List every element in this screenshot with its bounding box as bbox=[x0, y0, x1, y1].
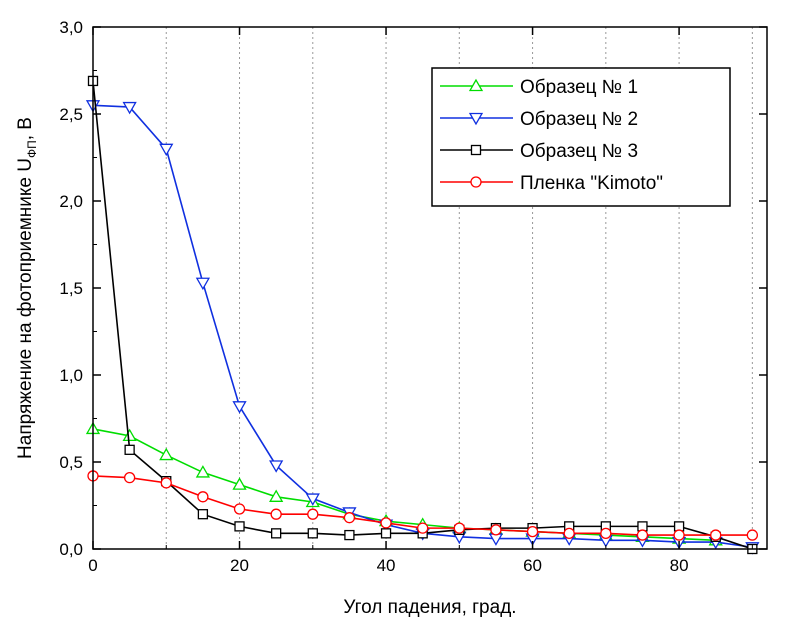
data-point bbox=[233, 503, 246, 515]
y-tick-label: 2,0 bbox=[59, 192, 83, 211]
legend-label: Образец № 2 bbox=[520, 109, 638, 130]
y-axis-title-subscript: ФП bbox=[25, 140, 39, 158]
legend-marker bbox=[468, 78, 484, 92]
data-point bbox=[122, 101, 137, 115]
data-point bbox=[124, 444, 135, 455]
legend-label: Образец № 3 bbox=[520, 141, 638, 162]
data-point bbox=[710, 529, 722, 541]
data-point bbox=[305, 493, 320, 506]
data-point bbox=[270, 508, 282, 520]
legend-marker bbox=[468, 112, 484, 126]
data-point bbox=[195, 465, 211, 478]
data-point bbox=[746, 529, 758, 541]
legend-item: Образец № 3 bbox=[440, 141, 638, 162]
data-point bbox=[159, 143, 174, 157]
data-point bbox=[232, 401, 247, 414]
data-point bbox=[197, 509, 209, 520]
data-point bbox=[307, 528, 318, 539]
x-tick-label: 60 bbox=[523, 556, 542, 575]
legend-marker bbox=[470, 176, 482, 188]
y-axis-title: Напряжение на фотоприемнике UФП, В bbox=[15, 117, 39, 459]
data-point bbox=[343, 512, 356, 524]
legend-label: Образец № 1 bbox=[520, 77, 638, 98]
y-tick-label: 0,0 bbox=[59, 540, 83, 559]
data-point bbox=[271, 528, 282, 539]
legend-item: Пленка "Kimoto" bbox=[440, 173, 663, 194]
legend-item: Образец № 1 bbox=[440, 77, 638, 98]
x-tick-label: 40 bbox=[377, 556, 396, 575]
y-axis-title-main: Напряжение на фотоприемнике U bbox=[15, 158, 36, 459]
y-tick-label: 1,5 bbox=[59, 279, 83, 298]
data-point bbox=[490, 524, 502, 536]
data-point bbox=[123, 472, 136, 484]
x-axis-title: Угол падения, град. bbox=[343, 597, 516, 618]
x-tick-label: 20 bbox=[230, 556, 249, 575]
y-tick-label: 2,5 bbox=[59, 105, 83, 124]
legend-item: Образец № 2 bbox=[440, 109, 638, 130]
data-point bbox=[234, 521, 245, 532]
data-point bbox=[673, 529, 685, 541]
data-point bbox=[307, 508, 319, 520]
data-point bbox=[600, 527, 612, 539]
data-point bbox=[636, 529, 649, 541]
y-tick-label: 3,0 bbox=[59, 18, 83, 37]
legend: Образец № 1 Образец № 2 Образец № 3 Пленка … bbox=[431, 67, 731, 207]
legend-label: Пленка "Kimoto" bbox=[520, 173, 663, 194]
axis-ticks: 0 20 40 60 80 0,0 0,5 1,0 1,5 2,0 2,5 3,0 bbox=[59, 18, 767, 575]
legend-marker bbox=[470, 144, 482, 156]
data-point bbox=[122, 428, 137, 442]
data-point bbox=[526, 525, 539, 538]
series-4 bbox=[87, 470, 758, 541]
data-point bbox=[195, 277, 211, 291]
data-point bbox=[159, 447, 174, 461]
x-tick-label: 0 bbox=[88, 556, 97, 575]
data-point bbox=[269, 460, 284, 473]
data-point bbox=[232, 477, 247, 490]
data-point bbox=[269, 489, 284, 502]
data-point bbox=[563, 527, 575, 539]
data-point bbox=[160, 477, 172, 489]
data-point bbox=[197, 491, 209, 503]
y-tick-label: 1,0 bbox=[59, 366, 83, 385]
data-point bbox=[344, 529, 355, 541]
data-point bbox=[380, 517, 392, 529]
y-tick-label: 0,5 bbox=[59, 453, 83, 472]
data-point bbox=[453, 522, 465, 534]
data-point bbox=[380, 528, 392, 539]
y-axis-title-unit: , В bbox=[15, 117, 36, 140]
x-tick-label: 80 bbox=[670, 556, 689, 575]
data-point bbox=[417, 522, 429, 534]
